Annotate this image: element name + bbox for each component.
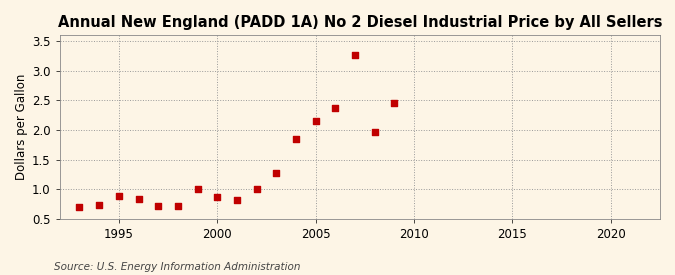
Point (212, 195, 223, 199)
Point (232, 198, 242, 203)
Point (330, 106, 341, 110)
Point (290, 137, 301, 141)
Point (389, 101, 400, 106)
Y-axis label: Dollars per Gallon: Dollars per Gallon (15, 74, 28, 180)
Point (74, 205, 85, 209)
Point (310, 119, 321, 123)
Point (350, 53, 360, 58)
Point (271, 170, 281, 175)
Point (369, 130, 380, 134)
Point (94, 203, 105, 207)
Point (133, 197, 144, 201)
Text: Source: U.S. Energy Information Administration: Source: U.S. Energy Information Administ… (54, 262, 300, 272)
Point (192, 186, 203, 191)
Title: Annual New England (PADD 1A) No 2 Diesel Industrial Price by All Sellers: Annual New England (PADD 1A) No 2 Diesel… (57, 15, 662, 30)
Point (153, 204, 163, 208)
Point (173, 204, 184, 208)
Point (113, 194, 124, 199)
Point (251, 186, 262, 191)
